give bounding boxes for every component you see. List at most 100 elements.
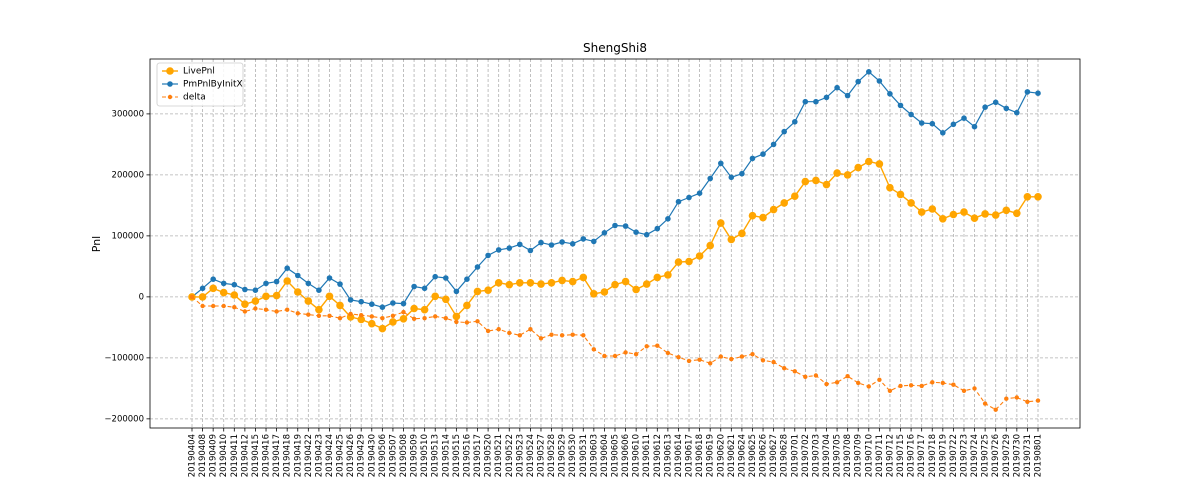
data-point-delta [750,352,755,357]
x-tick-label: 20190404 [188,434,198,477]
data-point-livepnl [769,205,778,214]
x-tick-label: 20190422 [304,434,314,477]
data-point-livepnl [304,297,313,305]
x-tick-label: 20190516 [462,434,472,477]
x-tick-label: 20190610 [632,434,642,477]
x-tick-label: 20190801 [1034,434,1044,477]
data-point-delta [824,381,829,387]
legend-marker-pmpnlbyinitx [167,81,173,87]
data-point-livepnl [516,279,524,287]
data-point-pmpnlbyinitx [643,231,650,238]
data-point-livepnl [420,305,429,314]
data-point-delta [232,305,237,310]
x-tick-label: 20190709 [854,434,864,477]
x-tick-label: 20190725 [981,434,991,477]
data-point-pmpnlbyinitx [252,287,259,294]
data-point-livepnl [484,286,492,295]
legend-marker-livepnl [166,67,174,75]
data-point-livepnl [685,257,693,266]
data-point-livepnl [843,171,852,179]
data-point-delta [760,358,766,363]
x-tick-label: 20190628 [780,434,790,477]
data-point-delta [253,306,258,311]
x-tick-label: 20190416 [262,434,272,477]
y-tick-label: 300000 [112,109,144,119]
data-point-livepnl [717,219,725,227]
data-point-delta [644,344,649,349]
y-tick-label: 200000 [112,170,144,180]
x-tick-label: 20190507 [388,434,398,477]
data-point-pmpnlbyinitx [866,69,872,75]
data-point-livepnl [991,211,1000,219]
data-point-livepnl [494,279,503,287]
data-point-livepnl [611,280,619,289]
data-point-delta [570,332,575,337]
data-point-delta [200,303,205,309]
data-point-delta [665,350,671,356]
data-point-livepnl [315,305,323,314]
data-point-pmpnlbyinitx [718,160,724,167]
data-point-pmpnlbyinitx [1003,105,1010,112]
data-point-livepnl [505,280,514,289]
data-point-pmpnlbyinitx [220,280,227,287]
data-point-livepnl [1002,206,1011,215]
x-tick-label: 20190618 [695,434,705,477]
data-point-delta [380,316,385,321]
x-tick-label: 20190617 [685,434,695,477]
data-point-pmpnlbyinitx [855,78,861,85]
data-point-livepnl [632,285,640,294]
data-point-delta [581,333,586,338]
data-point-delta [443,316,448,321]
x-tick-label: 20190423 [314,434,324,477]
data-point-delta [1035,398,1041,403]
data-point-delta [982,401,988,406]
x-tick-label: 20190522 [505,434,515,477]
x-tick-label: 20190430 [367,434,377,477]
data-point-livepnl [251,297,260,305]
data-point-livepnl [547,279,556,287]
x-tick-label: 20190722 [949,434,959,477]
data-point-delta [866,384,871,389]
data-point-livepnl [1034,193,1042,201]
data-point-pmpnlbyinitx [242,286,248,293]
data-point-delta [676,355,681,360]
x-tick-label: 20190417 [272,434,282,477]
data-point-pmpnlbyinitx [739,170,745,177]
data-point-delta [559,333,565,338]
data-point-delta [411,316,417,321]
data-point-pmpnlbyinitx [326,275,333,281]
data-point-pmpnlbyinitx [940,130,946,136]
series-line-delta [191,296,1039,411]
x-tick-label: 20190527 [536,434,546,477]
x-tick-label: 20190506 [378,434,388,477]
data-point-delta [961,388,967,393]
data-point-livepnl [664,271,672,279]
data-point-delta [422,316,427,321]
data-point-pmpnlbyinitx [495,247,502,253]
data-point-pmpnlbyinitx [559,239,565,245]
x-tick-label: 20190509 [410,434,420,477]
x-tick-label: 20190604 [600,434,610,477]
data-point-delta [485,328,491,334]
x-tick-label: 20190520 [484,434,494,477]
x-tick-label: 20190408 [198,434,208,477]
chart-title: ShengShi8 [583,41,647,55]
data-point-delta [454,319,459,325]
x-tick-label: 20190729 [1002,434,1012,477]
x-tick-label: 20190515 [452,434,462,477]
data-point-livepnl [727,235,736,244]
y-tick-label: −100000 [104,353,144,363]
data-point-livepnl [272,291,281,300]
data-point-livepnl [368,319,376,328]
data-point-delta [507,330,512,336]
x-tick-label: 20190605 [611,434,621,477]
x-tick-label: 20190619 [706,434,716,477]
x-tick-label: 20190514 [441,434,451,477]
data-point-delta [686,358,692,364]
data-point-pmpnlbyinitx [728,174,735,181]
data-point-pmpnlbyinitx [961,115,967,121]
data-point-delta [263,307,269,312]
x-tick-label: 20190521 [494,434,504,477]
x-tick-label: 20190529 [558,434,568,477]
data-point-pmpnlbyinitx [844,92,851,99]
